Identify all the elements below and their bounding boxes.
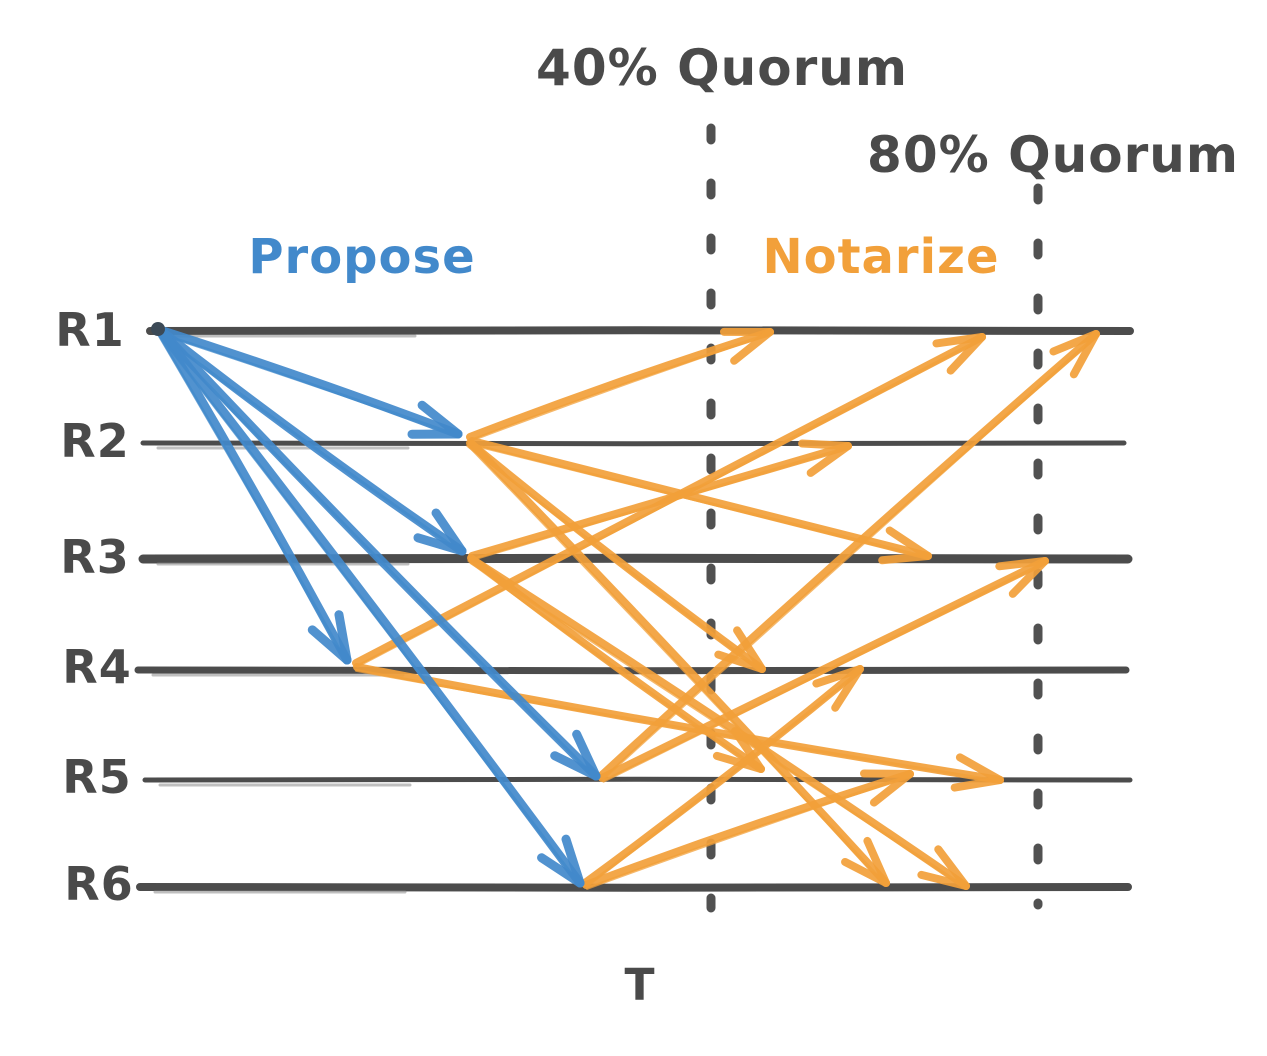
replica-label-r3: R3 bbox=[60, 530, 130, 584]
replica-label-r4: R4 bbox=[62, 640, 132, 694]
propose-arrows bbox=[151, 322, 601, 888]
replica-label-r2: R2 bbox=[60, 414, 130, 468]
propose-phase-label: Propose bbox=[248, 229, 476, 285]
quorum-dotted-lines bbox=[706, 123, 1043, 913]
replica-label-r5: R5 bbox=[62, 750, 132, 804]
replica-label-r1: R1 bbox=[55, 303, 125, 357]
notarize-phase-label: Notarize bbox=[762, 229, 1000, 285]
time-axis-label: T bbox=[624, 959, 656, 1011]
quorum-40-label: 40% Quorum bbox=[536, 39, 908, 97]
notarize-arrows bbox=[352, 327, 1100, 890]
replica-label-r6: R6 bbox=[64, 857, 134, 911]
quorum-80-label: 80% Quorum bbox=[867, 126, 1239, 184]
